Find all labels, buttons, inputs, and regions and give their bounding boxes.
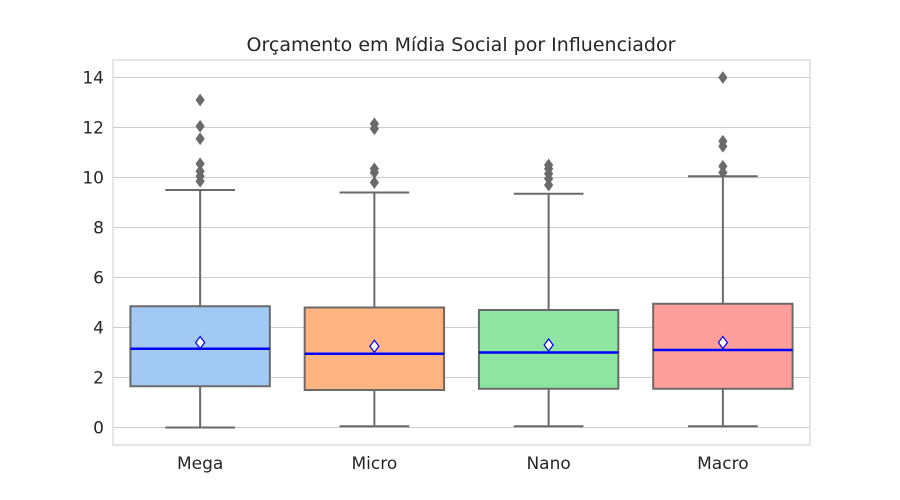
plot-frame [112, 59, 811, 446]
x-tick-label: Mega [177, 454, 223, 474]
box-nano [477, 158, 620, 428]
y-tick-label: 4 [93, 319, 104, 339]
outlier-point [195, 132, 205, 146]
y-tick-label: 10 [82, 169, 104, 189]
outlier-point [369, 117, 379, 131]
outlier-point [195, 119, 205, 133]
x-tick-label: Macro [697, 454, 748, 474]
outlier-point [369, 176, 379, 189]
y-tick-label: 0 [93, 419, 104, 439]
x-tick-label: Micro [351, 454, 397, 474]
y-tick-label: 14 [82, 69, 104, 89]
box-macro [652, 71, 794, 428]
y-tick-label: 6 [93, 269, 104, 289]
outlier-point [195, 164, 205, 178]
outlier-point [718, 71, 728, 84]
box-micro [303, 117, 446, 428]
box-mega [129, 93, 271, 429]
mean-marker [369, 339, 380, 354]
mean-marker [717, 335, 729, 350]
x-tick-label: Nano [526, 454, 570, 474]
y-tick-label: 2 [93, 369, 104, 389]
mean-marker [194, 335, 206, 350]
mean-marker [543, 338, 554, 352]
outlier-point [369, 162, 379, 176]
y-tick-label: 8 [93, 219, 104, 239]
outlier-point [195, 157, 205, 171]
chart-title: Orçamento em Mídia Social por Influencia… [247, 34, 676, 56]
outlier-point [544, 158, 554, 172]
y-tick-label: 12 [82, 119, 104, 139]
y-axis-tick-labels: 0 2 4 6 8 10 12 14 [82, 69, 104, 439]
outlier-point [718, 159, 728, 173]
x-axis-tick-labels: Mega Micro Nano Macro [177, 454, 749, 474]
outlier-point [195, 93, 205, 107]
box-series [129, 71, 794, 429]
outlier-point [718, 134, 728, 148]
